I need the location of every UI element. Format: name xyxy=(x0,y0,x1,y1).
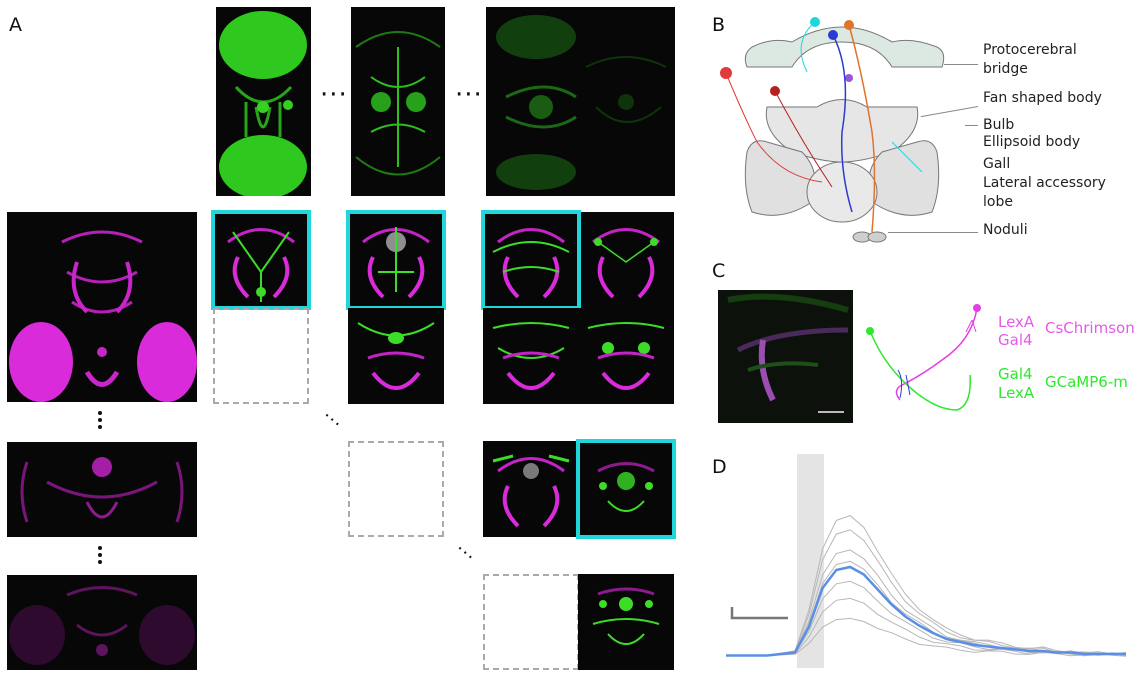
empty-placeholder-box xyxy=(213,308,309,404)
scale-bar xyxy=(730,607,788,620)
highlight-box xyxy=(211,210,311,310)
label-lateral-accessory-lobe: Lateral accessory lobe xyxy=(983,175,1106,210)
overlay-image-r2c2 xyxy=(348,308,444,404)
neuron-pair-schematic xyxy=(862,300,992,415)
green-brain-image-2 xyxy=(351,7,445,196)
highlight-box xyxy=(346,210,446,310)
ellipsis-vertical xyxy=(98,411,104,432)
trial-trace xyxy=(726,560,1127,656)
overlay-image-r1c3 xyxy=(483,212,579,308)
highlight-box xyxy=(576,439,676,539)
label-protocerebral-bridge: Protocerebral bridge xyxy=(983,42,1077,77)
ellipsis-vertical xyxy=(98,546,104,567)
label-ellipsoid-body: Ellipsoid body xyxy=(983,134,1081,150)
overlay-image-r2c3 xyxy=(483,308,579,404)
highlight-box xyxy=(481,210,581,310)
trial-trace xyxy=(726,529,1127,656)
effector-label-gcamp: GCaMP6-m xyxy=(1045,373,1128,391)
label-bulb: Bulb xyxy=(983,117,1015,133)
calcium-trace-plot xyxy=(720,450,1130,672)
two-photon-image xyxy=(718,290,853,423)
panel-a-label: A xyxy=(9,14,22,36)
trial-trace xyxy=(726,617,1127,657)
empty-placeholder-box xyxy=(348,441,444,537)
ellipsis-horizontal: ··· xyxy=(320,80,348,110)
empty-placeholder-box xyxy=(483,574,579,670)
driver-label-gal4: Gal4 xyxy=(998,331,1033,349)
mean-trace xyxy=(726,565,1126,657)
effector-label-cschrimson: CsChrimson xyxy=(1045,319,1135,337)
overlay-image-r1c2 xyxy=(348,212,444,308)
leader-line xyxy=(944,64,978,65)
green-brain-image-3 xyxy=(486,7,675,196)
overlay-image-r1c4 xyxy=(578,212,674,308)
panel-b-label: B xyxy=(712,14,726,36)
magenta-brain-image-1 xyxy=(7,212,197,402)
label-gall: Gall xyxy=(983,156,1011,172)
overlay-image-r3c4 xyxy=(578,441,674,537)
leader-line xyxy=(965,125,978,126)
ellipsis-diagonal: ··· xyxy=(317,405,347,436)
green-brain-image-1 xyxy=(216,7,311,196)
leader-line xyxy=(888,232,978,233)
magenta-brain-image-2 xyxy=(7,442,197,537)
panel-d-label: D xyxy=(712,456,727,478)
label-fan-shaped-body: Fan shaped body xyxy=(983,90,1102,106)
label-noduli: Noduli xyxy=(983,222,1028,238)
ellipsis-horizontal: ··· xyxy=(455,80,483,110)
overlay-image-r4c4 xyxy=(578,574,674,670)
panel-c-label: C xyxy=(712,260,726,282)
driver-label-lexa: LexA xyxy=(998,384,1035,402)
driver-label-lexa: LexA xyxy=(998,313,1035,331)
overlay-image-r1c1 xyxy=(213,212,309,308)
driver-label-gal4: Gal4 xyxy=(998,365,1033,383)
overlay-image-r3c3 xyxy=(483,441,579,537)
magenta-brain-image-3 xyxy=(7,575,197,670)
ellipsis-diagonal: ··· xyxy=(450,538,480,569)
overlay-image-r2c4 xyxy=(578,308,674,404)
central-complex-schematic xyxy=(712,12,972,247)
trial-trace xyxy=(726,515,1127,656)
